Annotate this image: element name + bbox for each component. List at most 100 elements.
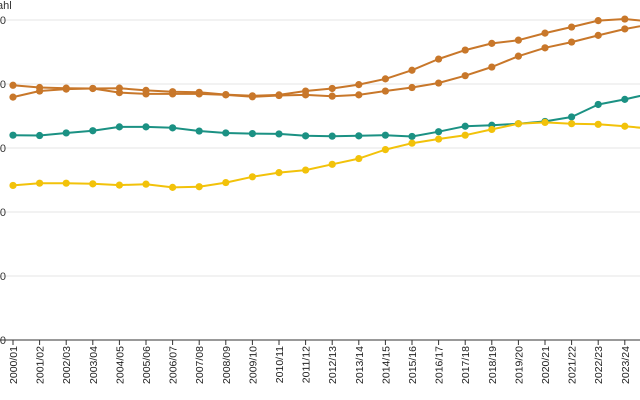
y-tick-label: 0: [0, 335, 6, 347]
data-point[interactable]: [435, 55, 443, 63]
x-tick-label: 2014/15: [380, 346, 392, 384]
data-point[interactable]: [302, 91, 310, 99]
y-tick-label: 100: [0, 15, 6, 27]
data-point[interactable]: [115, 89, 123, 97]
data-point[interactable]: [435, 128, 443, 136]
x-tick-label: 2003/04: [88, 346, 100, 384]
data-point[interactable]: [541, 44, 549, 52]
data-point[interactable]: [594, 120, 602, 128]
data-point[interactable]: [621, 15, 629, 23]
x-tick-label: 2021/22: [567, 346, 579, 384]
x-tick-label: 2004/05: [114, 346, 126, 384]
data-point[interactable]: [355, 91, 363, 99]
data-point[interactable]: [195, 127, 203, 135]
data-point[interactable]: [9, 81, 17, 89]
data-point[interactable]: [275, 130, 283, 138]
data-point[interactable]: [142, 90, 150, 98]
data-point[interactable]: [9, 131, 17, 139]
data-point[interactable]: [381, 87, 389, 95]
data-point[interactable]: [62, 129, 70, 137]
data-point[interactable]: [9, 93, 17, 101]
y-tick-label: 20: [0, 271, 6, 283]
x-tick-label: 2002/03: [61, 346, 73, 384]
data-point[interactable]: [169, 124, 177, 132]
data-point[interactable]: [435, 135, 443, 143]
data-point[interactable]: [541, 29, 549, 37]
data-point[interactable]: [461, 122, 469, 130]
data-point[interactable]: [248, 93, 256, 101]
data-point[interactable]: [89, 84, 97, 93]
data-point[interactable]: [328, 160, 336, 168]
data-point[interactable]: [488, 125, 496, 134]
data-point[interactable]: [328, 84, 336, 93]
data-point[interactable]: [115, 181, 123, 189]
data-point[interactable]: [222, 91, 230, 99]
data-point[interactable]: [62, 85, 70, 93]
data-point[interactable]: [36, 179, 44, 187]
data-point[interactable]: [488, 39, 496, 47]
data-point[interactable]: [36, 87, 44, 95]
data-point[interactable]: [461, 72, 469, 80]
x-tick-label: 2018/19: [487, 346, 499, 384]
data-point[interactable]: [89, 127, 97, 135]
data-point[interactable]: [435, 79, 443, 87]
data-point[interactable]: [62, 179, 70, 187]
data-point[interactable]: [461, 46, 469, 54]
data-point[interactable]: [195, 90, 203, 98]
data-point[interactable]: [169, 183, 177, 191]
data-point[interactable]: [514, 120, 523, 128]
x-tick-label: 2001/02: [35, 346, 47, 384]
x-tick-label: 2015/16: [407, 346, 419, 384]
data-point[interactable]: [568, 120, 576, 128]
data-point[interactable]: [594, 31, 602, 39]
data-point[interactable]: [461, 131, 469, 139]
data-point[interactable]: [302, 166, 310, 174]
data-point[interactable]: [381, 75, 389, 83]
data-point[interactable]: [621, 25, 629, 33]
data-point[interactable]: [594, 17, 602, 25]
y-tick-label: 80: [0, 79, 6, 91]
data-point[interactable]: [275, 169, 283, 177]
gridlines: [0, 19, 640, 277]
data-point[interactable]: [408, 132, 416, 141]
data-point[interactable]: [514, 52, 523, 60]
data-point[interactable]: [408, 139, 416, 147]
data-point[interactable]: [621, 95, 629, 103]
data-point[interactable]: [36, 131, 44, 140]
data-point[interactable]: [408, 66, 416, 74]
data-point[interactable]: [142, 123, 150, 131]
data-point[interactable]: [594, 100, 602, 109]
data-point[interactable]: [568, 23, 576, 31]
data-point[interactable]: [195, 183, 203, 191]
data-point[interactable]: [9, 181, 17, 190]
data-point[interactable]: [248, 173, 256, 181]
data-point[interactable]: [275, 91, 283, 100]
data-point[interactable]: [248, 130, 256, 138]
data-point[interactable]: [355, 154, 363, 163]
data-point[interactable]: [408, 83, 416, 92]
data-point[interactable]: [381, 146, 389, 154]
data-point[interactable]: [328, 92, 336, 100]
data-point[interactable]: [621, 122, 629, 130]
x-tick-label: 2007/08: [194, 346, 206, 384]
data-point[interactable]: [355, 132, 363, 140]
data-point[interactable]: [302, 132, 310, 140]
data-point[interactable]: [169, 90, 177, 98]
data-point[interactable]: [142, 180, 150, 188]
data-point[interactable]: [222, 129, 230, 137]
y-tick-label: 40: [0, 207, 6, 219]
data-point[interactable]: [541, 118, 549, 126]
data-point[interactable]: [328, 132, 336, 140]
data-point[interactable]: [115, 123, 123, 131]
data-point[interactable]: [514, 36, 523, 44]
data-point[interactable]: [381, 131, 389, 139]
x-tick-label: 2019/20: [513, 346, 525, 384]
data-point[interactable]: [222, 178, 230, 187]
data-point[interactable]: [568, 113, 576, 121]
series-line: [12, 121, 640, 189]
data-point[interactable]: [89, 180, 97, 188]
data-point[interactable]: [488, 63, 496, 71]
data-point[interactable]: [568, 38, 576, 46]
data-point[interactable]: [355, 81, 363, 89]
